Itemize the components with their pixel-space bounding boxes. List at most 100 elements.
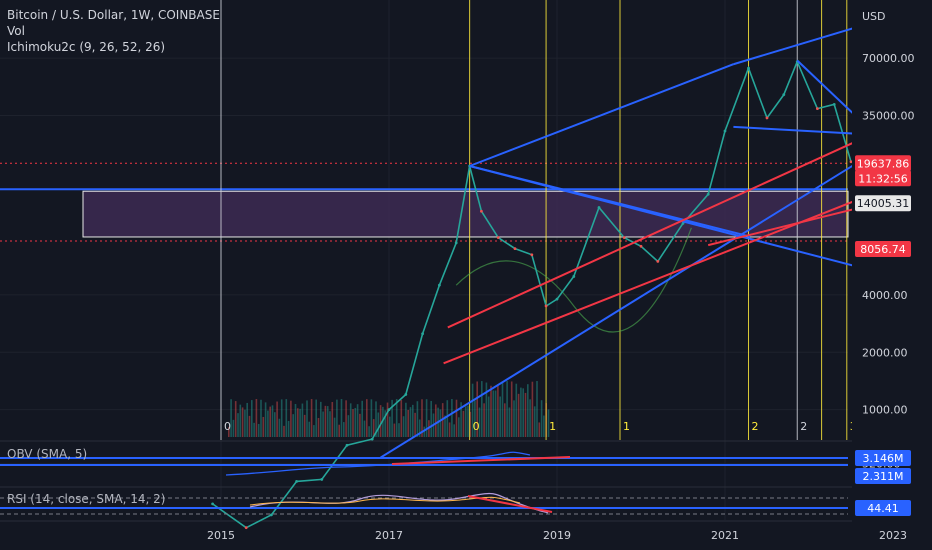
volume-bar bbox=[239, 404, 242, 437]
volume-bar bbox=[280, 399, 283, 437]
volume-bar bbox=[524, 392, 527, 437]
rsi-legend[interactable]: RSI (14, close, SMA, 14, 2) bbox=[7, 492, 166, 506]
price-point-21 bbox=[622, 236, 626, 239]
volume-bar bbox=[448, 422, 451, 437]
volume-bar bbox=[283, 425, 285, 437]
volume-bar bbox=[439, 409, 442, 437]
volume-bar bbox=[423, 426, 426, 437]
price-point-31 bbox=[816, 107, 819, 111]
volume-bar bbox=[349, 403, 352, 437]
volume-bar bbox=[230, 399, 232, 437]
volume-bar bbox=[416, 401, 419, 437]
volume-bar bbox=[538, 422, 541, 437]
volume-bar bbox=[370, 399, 373, 437]
price-point-13 bbox=[480, 209, 483, 213]
volume-bar bbox=[315, 399, 317, 437]
trendline-3 bbox=[469, 165, 751, 238]
countdown-badge-bg bbox=[855, 170, 911, 187]
volume-bar bbox=[531, 381, 534, 437]
volume-bar bbox=[515, 383, 518, 437]
rsi-sma-line bbox=[249, 496, 521, 506]
volume-bar bbox=[522, 388, 524, 437]
volume-bar bbox=[402, 416, 405, 437]
obv-legend[interactable]: OBV (SMA, 5) bbox=[7, 447, 88, 461]
volume-bar bbox=[372, 419, 375, 437]
x-tick-label-1: 2017 bbox=[375, 529, 403, 542]
ichimoku-legend[interactable]: Ichimoku2c (9, 26, 52, 26) bbox=[7, 40, 166, 54]
zone-bottom-badge: 8056.74 bbox=[860, 243, 906, 256]
volume-bar bbox=[285, 399, 288, 437]
zone-top-badge: 14005.31 bbox=[857, 197, 910, 210]
y-tick-label-3: 150000.00 bbox=[862, 0, 922, 2]
volume-bar bbox=[241, 407, 244, 437]
volume-bar bbox=[453, 424, 455, 437]
volume-bar bbox=[446, 400, 449, 437]
volume-bar bbox=[451, 399, 453, 437]
volume-legend[interactable]: Vol bbox=[7, 24, 25, 38]
volume-bar bbox=[485, 382, 488, 437]
volume-bar bbox=[278, 418, 281, 437]
obv-trendline bbox=[391, 456, 571, 465]
volume-bar bbox=[287, 420, 290, 437]
rsi-trendline bbox=[467, 495, 553, 513]
price-point-1 bbox=[244, 526, 248, 530]
price-point-23 bbox=[656, 259, 660, 263]
volume-bar bbox=[303, 414, 306, 437]
rsi-value-badge: 44.41 bbox=[867, 502, 899, 515]
volume-bar bbox=[340, 399, 343, 437]
volume-bar bbox=[294, 403, 297, 437]
volume-bar bbox=[444, 415, 446, 437]
volume-bar bbox=[508, 407, 511, 437]
volume-bar bbox=[425, 399, 428, 437]
volume-bar bbox=[467, 405, 469, 437]
volume-bar bbox=[510, 381, 513, 437]
price-point-29 bbox=[782, 93, 786, 97]
volume-bar bbox=[255, 399, 258, 437]
cycle-label-0: 0 bbox=[224, 420, 231, 433]
price-point-8 bbox=[404, 393, 408, 396]
volume-bar bbox=[543, 415, 545, 437]
volume-bar bbox=[409, 407, 412, 437]
price-point-22 bbox=[639, 244, 643, 248]
trendline-5 bbox=[733, 125, 860, 135]
countdown-badge: 11:32:56 bbox=[858, 172, 907, 185]
price-point-4 bbox=[320, 478, 324, 481]
volume-bar bbox=[395, 399, 398, 437]
volume-bar bbox=[377, 412, 380, 437]
obv-value-badge: 3.146M bbox=[863, 452, 904, 465]
volume-bar bbox=[366, 399, 368, 437]
volume-bar bbox=[379, 405, 382, 437]
volume-bar bbox=[313, 425, 315, 437]
price-point-7 bbox=[387, 408, 391, 411]
volume-bar bbox=[490, 385, 492, 437]
volume-bar bbox=[478, 407, 481, 437]
volume-bar bbox=[398, 423, 400, 437]
volume-bar bbox=[248, 415, 251, 437]
volume-bar bbox=[363, 420, 366, 437]
volume-bar bbox=[234, 401, 237, 437]
volume-bar bbox=[499, 396, 501, 437]
obv-value-badge-bg bbox=[855, 450, 911, 466]
volume-bar bbox=[487, 396, 490, 437]
symbol-title[interactable]: Bitcoin / U.S. Dollar, 1W, COINBASE bbox=[7, 8, 220, 22]
volume-bar bbox=[232, 419, 235, 437]
volume-bar bbox=[504, 403, 506, 437]
volume-bar bbox=[529, 399, 531, 437]
volume-bar bbox=[310, 399, 313, 437]
y-tick-label-5: 35000.00 bbox=[862, 109, 915, 122]
price-point-33 bbox=[849, 160, 853, 164]
volume-bar bbox=[527, 384, 529, 437]
volume-bar bbox=[469, 411, 472, 437]
volume-bar bbox=[246, 402, 248, 437]
volume-bar bbox=[322, 411, 324, 437]
volume-bar bbox=[356, 404, 359, 437]
volume-bar bbox=[536, 381, 538, 437]
volume-bar bbox=[237, 413, 239, 437]
price-point-2 bbox=[270, 513, 273, 517]
volume-bar bbox=[375, 401, 377, 437]
zone-bottom-badge-bg bbox=[855, 240, 911, 257]
price-point-5 bbox=[345, 443, 349, 447]
axis-unit-label: USD bbox=[862, 10, 886, 23]
volume-bar bbox=[386, 402, 389, 437]
